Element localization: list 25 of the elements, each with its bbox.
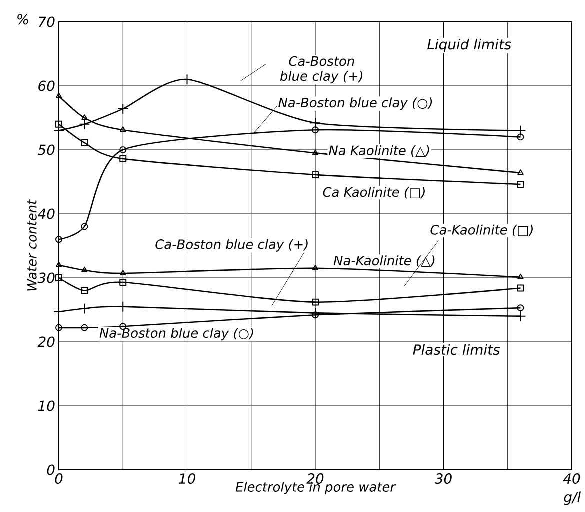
y-tick-label: 50	[38, 144, 55, 156]
series-label: Ca Kaolinite (□)	[323, 187, 425, 199]
y-tick-label: 10	[38, 400, 55, 412]
text: Ca-Kaolinite (□)	[430, 224, 533, 236]
annotation: Plastic limits	[413, 344, 500, 356]
series-label: Na-Boston blue clay (○)	[278, 98, 432, 110]
x-tick-label: 0	[55, 474, 63, 484]
x-tick-label: 30	[434, 474, 452, 484]
text: Ca-Boston blue clay (+)	[280, 56, 363, 84]
x-tick-label: 20	[306, 474, 324, 484]
y-axis-title: Water content	[27, 200, 37, 291]
y-tick-label: 0	[47, 464, 55, 476]
text: Ca-Boston blue clay (+)	[156, 239, 308, 252]
series-label: Na-Boston blue clay (○)	[100, 328, 254, 341]
x-tick-label: 40	[563, 474, 580, 484]
x-tick-label: 10	[179, 474, 196, 484]
text: g/l	[564, 492, 582, 506]
y-tick-label: 40	[38, 208, 55, 220]
y-tick-label: 70	[39, 16, 55, 28]
y-tick-label: 30	[38, 272, 55, 284]
annotation: Liquid limits	[428, 38, 512, 52]
series-label: Na Kaolinite (△)	[329, 146, 430, 158]
text: %	[18, 14, 28, 25]
y-tick-label: 60	[38, 80, 55, 92]
y-tick-label: 20	[38, 336, 55, 348]
